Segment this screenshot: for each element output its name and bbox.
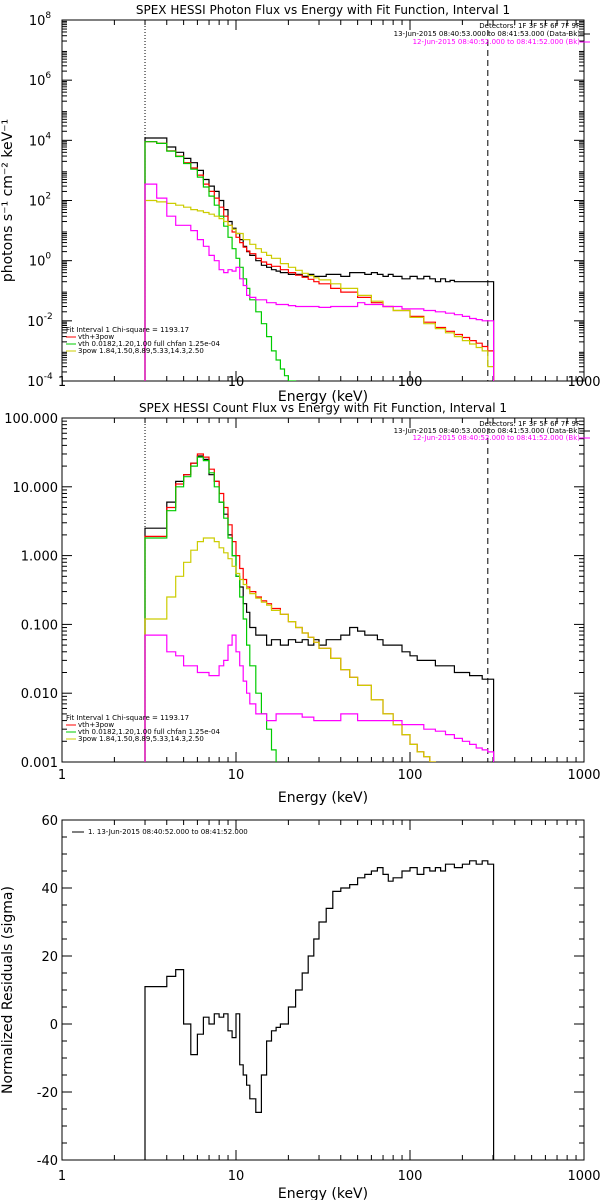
x-tick-label: 1: [58, 1169, 66, 1184]
legend-entry: 3pow 1.84,1.50,8.89,5.33,14.3,2.50: [78, 735, 204, 743]
x-tick-label: 100: [398, 375, 423, 390]
y-tick-label: 60: [41, 814, 58, 829]
y-tick-label: 100.000: [4, 412, 58, 427]
y-tick-label: 0: [50, 1018, 58, 1033]
legend-entry: vth+3pow: [78, 333, 114, 341]
x-tick-label: 1000: [567, 768, 600, 783]
x-tick-label: 1: [58, 768, 66, 783]
chart-title: SPEX HESSI Count Flux vs Energy with Fit…: [139, 401, 507, 415]
y-tick-label: 1.000: [21, 550, 58, 565]
legend-entry: 1. 13-Jun-2015 08:40:52.000 to 08:41:52.…: [88, 828, 248, 836]
x-tick-label: 100: [398, 1169, 423, 1184]
y-tick-label: 0.100: [21, 618, 58, 633]
y-tick-label: 40: [41, 882, 58, 897]
series-data-bk: [144, 455, 495, 762]
series-vth-3pow: [144, 141, 495, 381]
series-3pow: [144, 537, 436, 762]
series-vth: [144, 141, 297, 381]
series-3pow: [144, 199, 495, 381]
y-tick-label: 10-2: [27, 312, 53, 330]
chart-panel-2: SPEX HESSI Count Flux vs Energy with Fit…: [4, 401, 600, 806]
x-tick-label: 1000: [567, 375, 600, 390]
y-axis-label: photons s⁻¹ cm⁻² keV⁻¹: [0, 119, 16, 282]
series-bk: [144, 634, 495, 762]
y-tick-label: 10-4: [27, 372, 53, 390]
legend-entry: vth+3pow: [78, 721, 114, 729]
y-axis-label: Normalized Residuals (sigma): [0, 886, 16, 1094]
legend-entry: 3pow 1.84,1.50,8.89,5.33,14.3,2.50: [78, 347, 204, 355]
info-text: 12-Jun-2015 08:40:52.000 to 08:41:52.000…: [413, 38, 581, 46]
legend-entry: Fit Interval 1 Chi-square = 1193.17: [66, 714, 189, 722]
y-tick-label: 0.010: [21, 687, 58, 702]
y-tick-label: 100: [29, 252, 52, 270]
plot-frame: [61, 417, 585, 763]
y-tick-label: 0.001: [21, 756, 58, 771]
chart-panel-1: SPEX HESSI Photon Flux vs Energy with Fi…: [0, 3, 600, 405]
chart-panel-3: 1 10 100 1000 -40 -20 0 20 40 60 Energy (keV) Norma…: [0, 814, 600, 1200]
x-tick-label: 10: [228, 1169, 245, 1184]
legend-entry: vth 0.0182,1.20,1.00 full chfan 1.25e-04: [78, 340, 220, 348]
x-axis-label: Energy (keV): [278, 1186, 368, 1200]
x-axis-label: Energy (keV): [278, 790, 368, 806]
x-tick-label: 1: [58, 375, 66, 390]
x-axis-label: Energy (keV): [278, 389, 368, 405]
x-tick-label: 1000: [567, 1169, 600, 1184]
series-bk: [144, 183, 495, 381]
x-tick-label: 100: [398, 768, 423, 783]
legend-entry: vth 0.0182,1.20,1.00 full chfan 1.25e-04: [78, 728, 220, 736]
series-1-13-jun-2015-08-40-52-000-to-08-41-52-000: [144, 860, 495, 1160]
info-text: 13-Jun-2015 08:40:53.000 to 08:41:53.000…: [394, 427, 581, 435]
x-tick-label: 10: [228, 768, 245, 783]
info-text: 12-Jun-2015 08:40:52.000 to 08:41:52.000…: [413, 434, 581, 442]
info-text: Detectors: 1F 3F 5F 6F 7F 9F: [479, 420, 580, 428]
y-tick-label: 108: [29, 11, 52, 29]
legend-entry: Fit Interval 1 Chi-square = 1193.17: [66, 326, 189, 334]
series-vth: [144, 456, 277, 762]
y-tick-label: 20: [41, 950, 58, 965]
chart-title: SPEX HESSI Photon Flux vs Energy with Fi…: [136, 3, 510, 17]
y-tick-label: -40: [37, 1154, 58, 1169]
y-tick-label: 10.000: [13, 481, 59, 496]
y-tick-label: 104: [29, 131, 52, 149]
info-text: Detectors: 1F 3F 5F 6F 7F 9F: [479, 22, 580, 30]
info-text: 13-Jun-2015 08:40:53.000 to 08:41:53.000…: [394, 30, 581, 38]
y-tick-label: -20: [37, 1086, 58, 1101]
y-tick-label: 102: [29, 192, 51, 210]
y-tick-label: 106: [29, 71, 52, 89]
plot-frame: [61, 819, 585, 1161]
x-tick-label: 10: [228, 375, 245, 390]
